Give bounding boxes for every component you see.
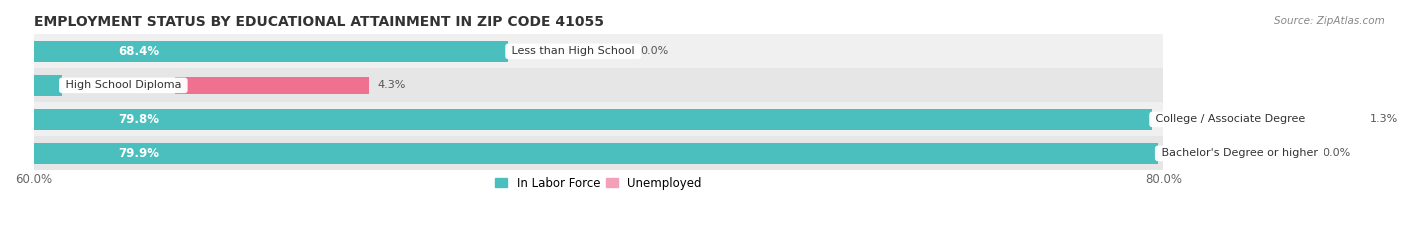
Text: 1.3%: 1.3% xyxy=(1369,114,1399,124)
Text: 79.9%: 79.9% xyxy=(118,147,159,160)
Bar xyxy=(34,137,1163,171)
Text: Bachelor's Degree or higher: Bachelor's Degree or higher xyxy=(1157,148,1322,158)
Bar xyxy=(34,102,1163,137)
Bar xyxy=(176,77,370,94)
Text: High School Diploma: High School Diploma xyxy=(62,80,184,90)
Text: 4.3%: 4.3% xyxy=(378,80,406,90)
Bar xyxy=(34,143,1157,164)
Bar xyxy=(1303,111,1361,128)
Bar xyxy=(34,75,62,96)
Text: College / Associate Degree: College / Associate Degree xyxy=(1152,114,1309,124)
Text: 68.4%: 68.4% xyxy=(118,45,159,58)
Bar xyxy=(34,34,1163,68)
Text: 0.0%: 0.0% xyxy=(641,46,669,56)
Bar xyxy=(34,68,1163,102)
Text: Source: ZipAtlas.com: Source: ZipAtlas.com xyxy=(1274,16,1385,26)
Text: 79.8%: 79.8% xyxy=(118,113,159,126)
Text: Less than High School: Less than High School xyxy=(508,46,638,56)
Text: 60.5%: 60.5% xyxy=(118,79,159,92)
Bar xyxy=(34,41,508,62)
Text: 0.0%: 0.0% xyxy=(1323,148,1351,158)
Text: EMPLOYMENT STATUS BY EDUCATIONAL ATTAINMENT IN ZIP CODE 41055: EMPLOYMENT STATUS BY EDUCATIONAL ATTAINM… xyxy=(34,15,603,29)
Bar xyxy=(34,109,1152,130)
Legend: In Labor Force, Unemployed: In Labor Force, Unemployed xyxy=(491,172,706,195)
